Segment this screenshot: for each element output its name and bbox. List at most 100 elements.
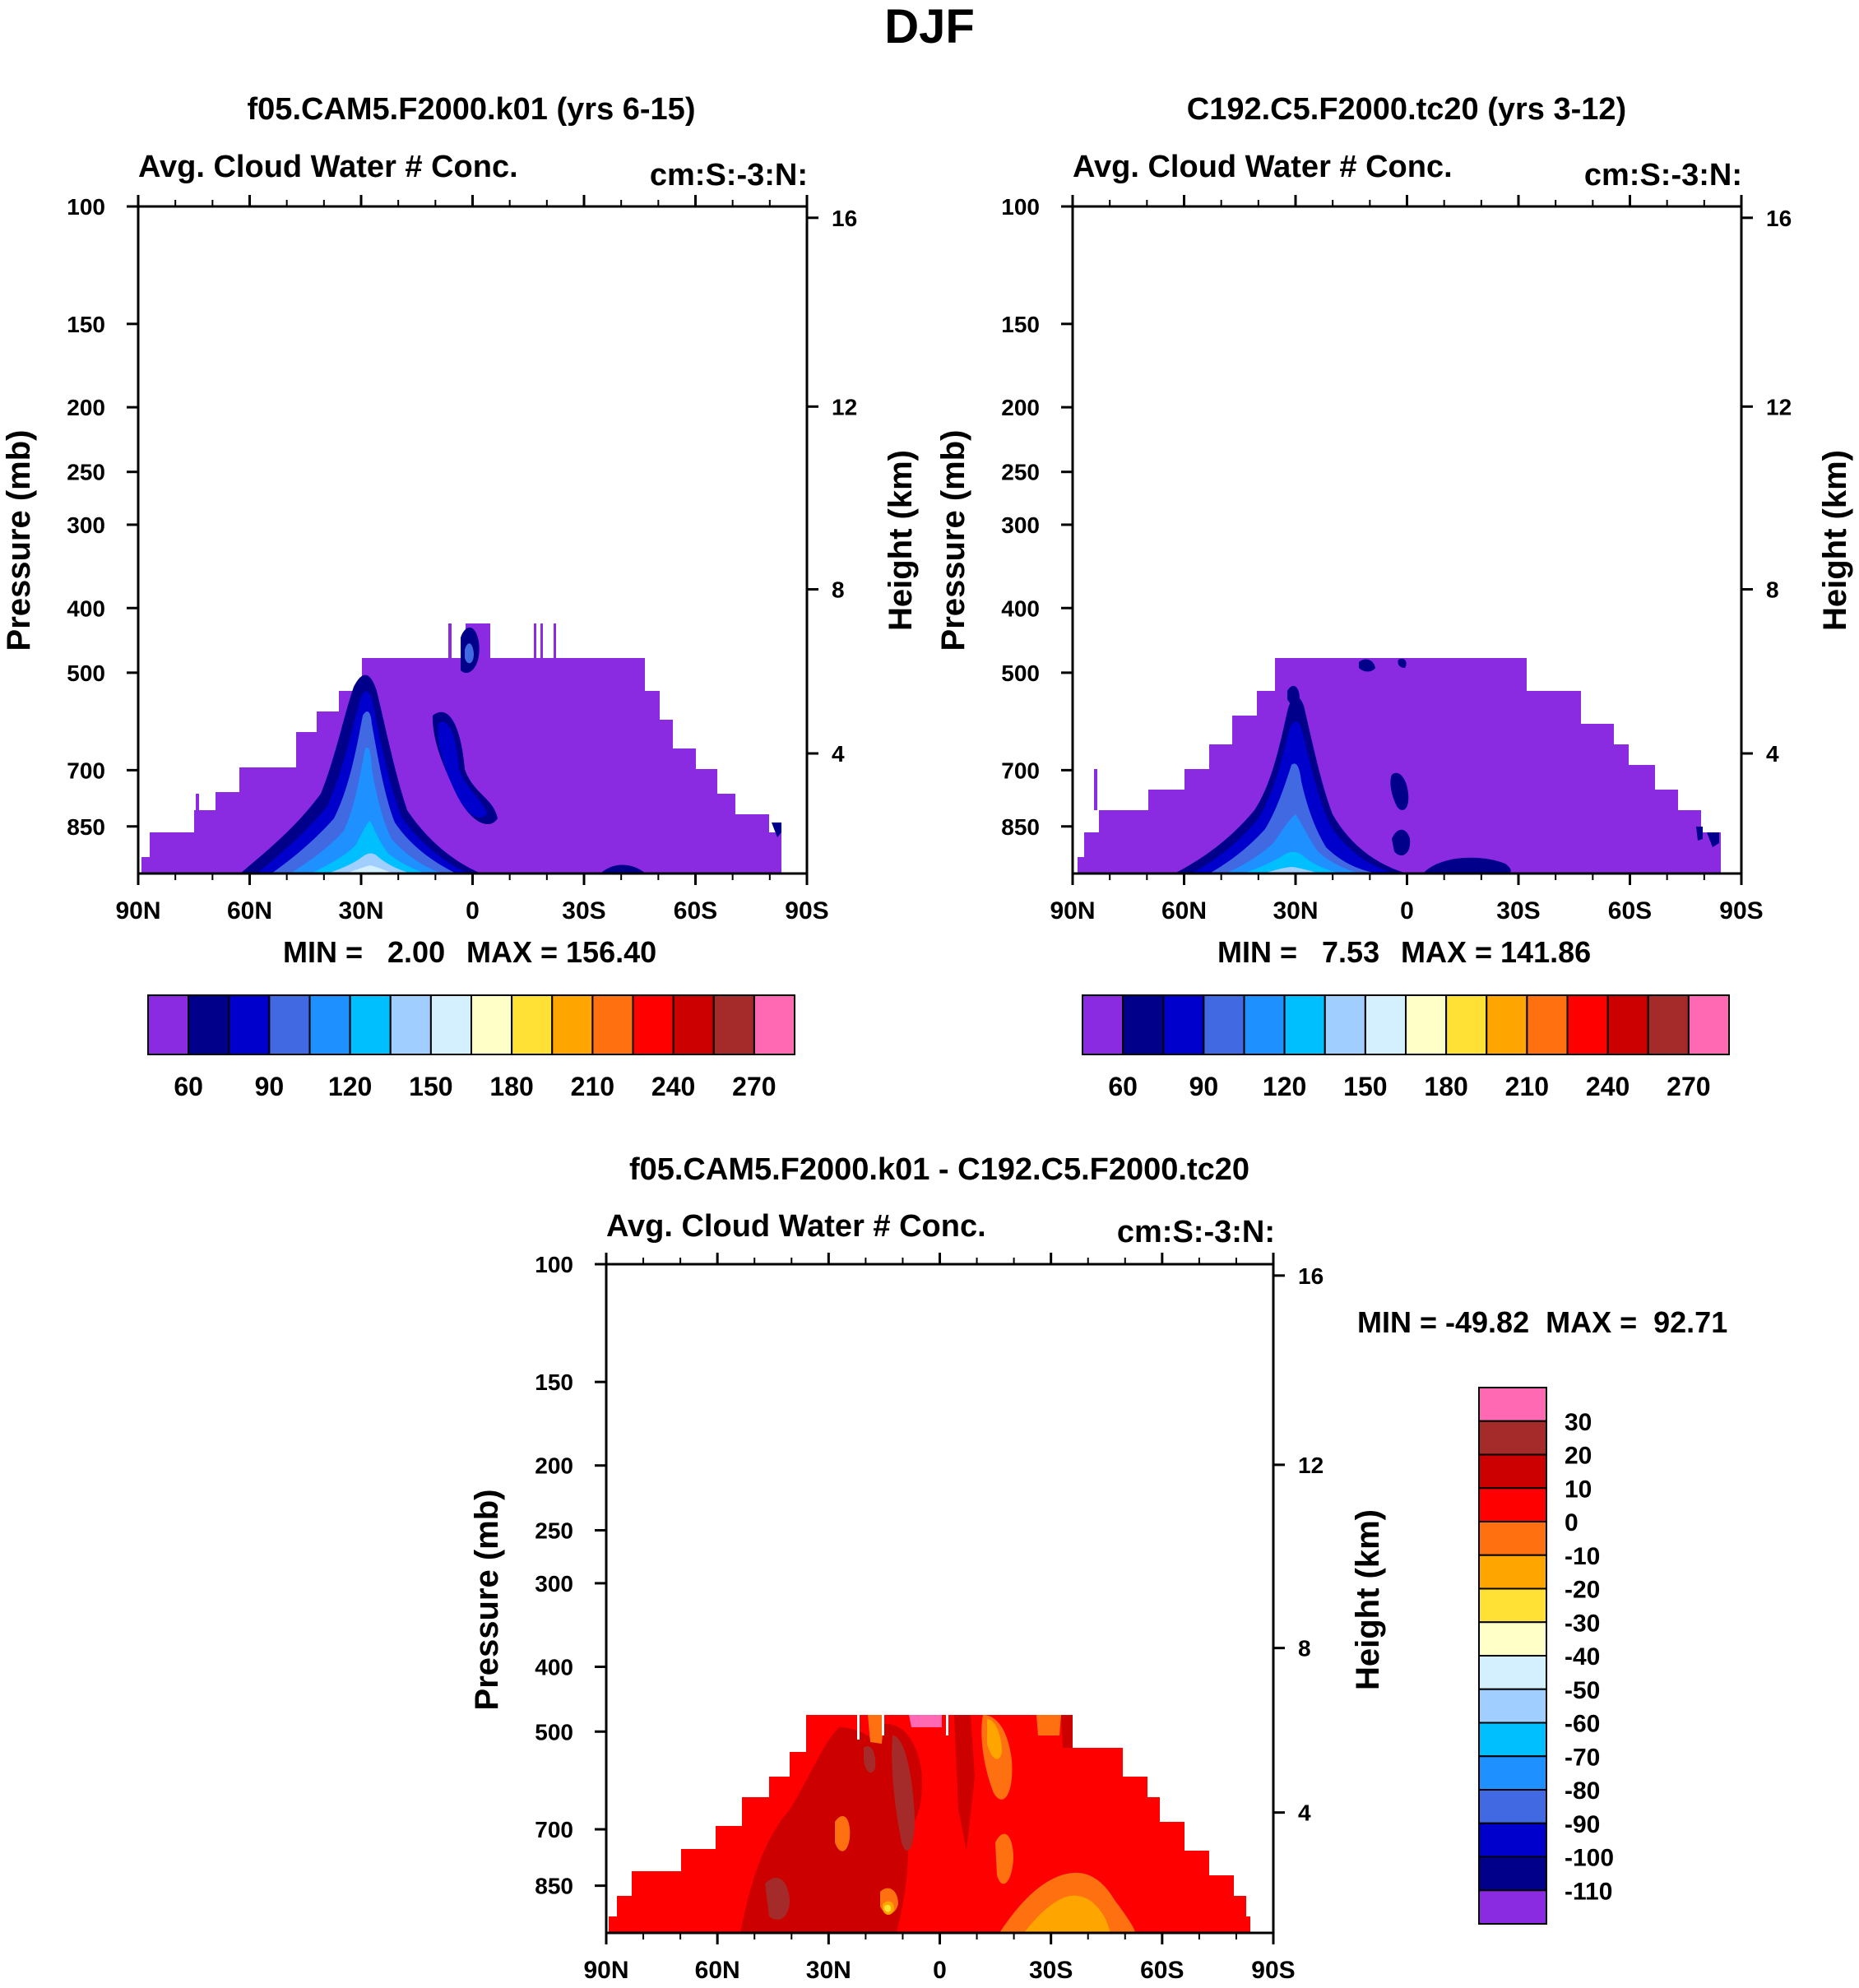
panel-1-title: f05.CAM5.F2000.k01 (yrs 6-15) [248, 92, 696, 127]
panel-3-colorbar-label: -30 [1565, 1610, 1600, 1637]
panel-2-colorbar-swatch [1162, 994, 1205, 1055]
panel-2-y2-axis-title: Height (km) [1817, 450, 1853, 631]
panel-2-y-tick-label: 500 [1001, 660, 1040, 686]
panel-2-units-label: cm:S:-3:N: [1584, 158, 1742, 192]
panel-3-y-tick-label: 700 [535, 1817, 573, 1842]
panel-1-contour-field [141, 623, 781, 874]
panel-1-colorbar-swatch [308, 994, 351, 1055]
panel-3-colorbar-swatch [1478, 1487, 1547, 1522]
panel-1-y-tick-label: 700 [67, 758, 105, 783]
panel-1-y-tick-label: 100 [67, 194, 105, 220]
panel-1-y-tick-label: 300 [67, 512, 105, 538]
panel-3-colorbar-label: 10 [1565, 1476, 1592, 1503]
panel-2-y-tick-label: 700 [1001, 758, 1040, 783]
panel-3-colorbar-label: -70 [1565, 1744, 1600, 1771]
panel-3-x-tick-label: 30N [806, 1957, 851, 1984]
panel-3-colorbar-swatch [1478, 1521, 1547, 1556]
panel-2-x-tick-label: 0 [1400, 897, 1414, 924]
panel-2-colorbar-swatch [1364, 994, 1407, 1055]
panel-3-axes: 90N 60N 30N 0 30S 60S 90S 100 150 200 250 300 400 500… [535, 1252, 1324, 1984]
panel-1-y-tick-label: 500 [67, 660, 105, 686]
panel-1-colorbar-swatch [551, 994, 594, 1055]
panel-1-colorbar-label: 210 [571, 1072, 614, 1101]
panel-2-colorbar-label: 210 [1505, 1072, 1549, 1101]
panel-3-colorbar-swatch [1478, 1889, 1547, 1925]
panel-3-minmax-label: MIN = -49.82 MAX = 92.71 [1357, 1305, 1727, 1339]
panel-1-colorbar-label: 240 [651, 1072, 695, 1101]
panel-2-colorbar-swatch [1647, 994, 1690, 1055]
panel-1-x-tick-label: 90N [115, 897, 160, 924]
panel-3-colorbar-label: 20 [1565, 1443, 1592, 1470]
panel-2-y2-tick-label: 12 [1766, 394, 1792, 419]
panel-2-colorbar-swatch [1243, 994, 1286, 1055]
panel-2-colorbar-swatch [1082, 994, 1124, 1055]
panel-1-colorbar-label: 180 [489, 1072, 533, 1101]
panel-3-colorbar-label: -10 [1565, 1543, 1600, 1570]
panel-3-y-tick-label: 150 [535, 1369, 573, 1395]
panel-1-units-label: cm:S:-3:N: [650, 158, 808, 192]
panel-2-colorbar-label: 120 [1263, 1072, 1306, 1101]
panel-2-colorbar-swatch [1687, 994, 1730, 1055]
panel-2-y2-tick-label: 8 [1766, 577, 1779, 603]
panel-1-colorbar-swatch [591, 994, 634, 1055]
panel-1-left-label: Avg. Cloud Water # Conc. [138, 150, 518, 184]
panel-3-y-tick-label: 200 [535, 1453, 573, 1479]
panel-3-colorbar-swatch [1478, 1722, 1547, 1758]
panel-1-colorbar-swatch [511, 994, 554, 1055]
panel-1-colorbar-label: 120 [328, 1072, 372, 1101]
panel-2: C192.C5.F2000.tc20 (yrs 3-12) Avg. Cloud… [935, 92, 1853, 1101]
panel-3-x-tick-label: 0 [933, 1957, 947, 1984]
panel-1-y2-tick-label: 12 [832, 394, 857, 419]
panel-2-colorbar-label: 60 [1108, 1072, 1138, 1101]
panel-1-axes: 90N 60N 30N 0 30S 60S 90S 100 150 200 250 300 400 500… [67, 194, 857, 924]
panel-2-y-tick-label: 250 [1001, 460, 1040, 485]
panel-3-y-tick-label: 400 [535, 1654, 573, 1680]
panel-1-colorbar-label: 270 [732, 1072, 776, 1101]
panel-3-colorbar-swatch [1478, 1789, 1547, 1824]
panel-1-x-tick-label: 30S [562, 897, 605, 924]
panel-2-y-tick-label: 400 [1001, 595, 1040, 621]
panel-3-colorbar-swatch [1478, 1453, 1547, 1490]
panel-3-colorbar-label: 30 [1565, 1409, 1592, 1436]
panel-2-x-tick-label: 30N [1273, 897, 1318, 924]
panel-2-colorbar-swatch [1203, 994, 1245, 1055]
panel-2-min-label: MIN = 7.53 [1217, 935, 1379, 969]
panel-2-title: C192.C5.F2000.tc20 (yrs 3-12) [1187, 92, 1626, 127]
panel-1-y-axis-title: Pressure (mb) [1, 430, 37, 651]
panel-3-title: f05.CAM5.F2000.k01 - C192.C5.F2000.tc20 [629, 1152, 1249, 1187]
panel-1-y2-axis-title: Height (km) [883, 450, 919, 631]
panel-1-colorbar-label: 60 [174, 1072, 203, 1101]
panel-1-y-tick-label: 400 [67, 595, 105, 621]
panel-1-colorbar-swatch [429, 994, 472, 1055]
panel-2-y-tick-label: 150 [1001, 312, 1040, 337]
panel-1-y2-tick-label: 8 [832, 577, 845, 603]
panel-3-colorbar-swatch [1478, 1822, 1547, 1858]
panel-3-x-tick-label: 90N [583, 1957, 628, 1984]
panel-2-x-tick-label: 90N [1050, 897, 1095, 924]
panel-3-colorbar-swatch [1478, 1856, 1547, 1892]
panel-3-y2-tick-label: 16 [1298, 1263, 1324, 1289]
panel-3-colorbar-swatch [1478, 1755, 1547, 1791]
panel-2-y-tick-label: 850 [1001, 814, 1040, 840]
panel-1-colorbar-swatch [147, 994, 190, 1055]
panel-2-x-tick-label: 60N [1161, 897, 1207, 924]
panel-1-colorbar-swatch [349, 994, 392, 1055]
panel-2-colorbar-label: 240 [1586, 1072, 1630, 1101]
panel-1-x-tick-label: 30N [338, 897, 383, 924]
panel-2-max-label: MAX = 141.86 [1401, 935, 1591, 969]
panel-3-left-label: Avg. Cloud Water # Conc. [606, 1209, 986, 1244]
panel-1-colorbar-swatch [268, 994, 311, 1055]
panel-2-colorbar-label: 270 [1667, 1072, 1710, 1101]
panel-1-max-label: MAX = 156.40 [466, 935, 656, 969]
panel-3-colorbar-label: 0 [1565, 1509, 1579, 1536]
panel-3-x-tick-label: 60S [1140, 1957, 1184, 1984]
panel-1-colorbar-swatch [753, 994, 795, 1055]
panel-1-colorbar-swatch [471, 994, 513, 1055]
panel-3-colorbar: 30 20 10 0 -10 -20 -30 -40 -50 -60 -70 -80 -90 -100 -1… [1478, 1387, 1614, 1925]
panel-3-y-axis-title: Pressure (mb) [469, 1490, 505, 1711]
panel-1-y-tick-label: 200 [67, 395, 105, 420]
panel-2-y-tick-label: 200 [1001, 395, 1040, 420]
panel-1-colorbar-swatch [712, 994, 755, 1055]
panel-3-colorbar-label: -40 [1565, 1643, 1600, 1671]
